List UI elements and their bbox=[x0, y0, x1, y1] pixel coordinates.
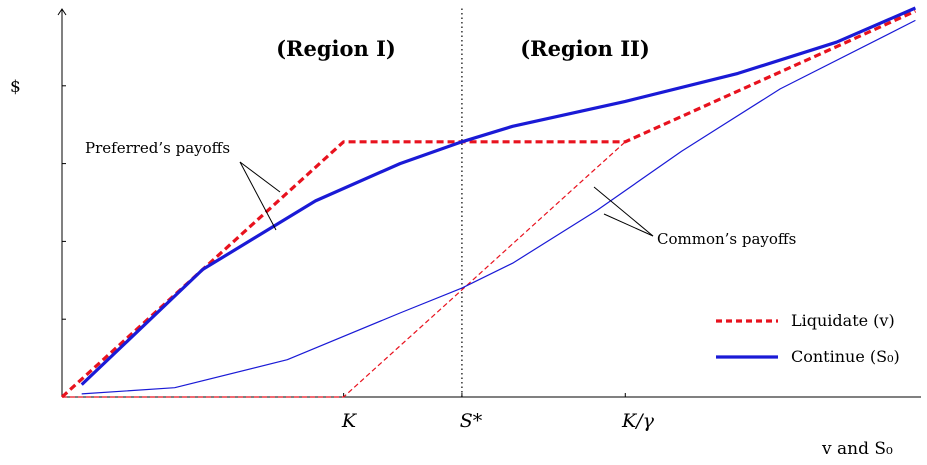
y-axis-label: $ bbox=[10, 77, 21, 97]
common-payoffs-label: Common’s payoffs bbox=[657, 230, 796, 248]
continue-common-line bbox=[81, 19, 916, 395]
continue-preferred-line bbox=[80, 6, 917, 386]
preferred-pointer-solid bbox=[239, 161, 277, 231]
preferred-payoffs-label: Preferred’s payoffs bbox=[85, 139, 230, 157]
region-1-label: (Region I) bbox=[276, 36, 396, 61]
plot-lines bbox=[60, 6, 917, 399]
legend-continue-label: Continue (S₀) bbox=[791, 347, 900, 366]
region-2-label: (Region II) bbox=[520, 36, 650, 61]
x-tick-label-k-over-gamma: K/γ bbox=[621, 410, 655, 432]
x-axis-label: v and S₀ bbox=[821, 439, 893, 459]
common-pointer-solid bbox=[603, 213, 654, 237]
liquidate-common-line bbox=[62, 141, 626, 398]
legend: Liquidate (v) Continue (S₀) bbox=[716, 311, 900, 366]
x-tick-label-s-star: S* bbox=[460, 410, 483, 432]
liquidate-preferred-line bbox=[60, 9, 917, 399]
axes bbox=[57, 8, 921, 398]
legend-liquidate-label: Liquidate (v) bbox=[791, 311, 895, 330]
preferred-pointer-dashed bbox=[239, 161, 281, 193]
common-pointer-dashed bbox=[593, 186, 654, 237]
x-tick-label-k: K bbox=[341, 410, 358, 432]
y-axis-arrow bbox=[57, 8, 67, 16]
